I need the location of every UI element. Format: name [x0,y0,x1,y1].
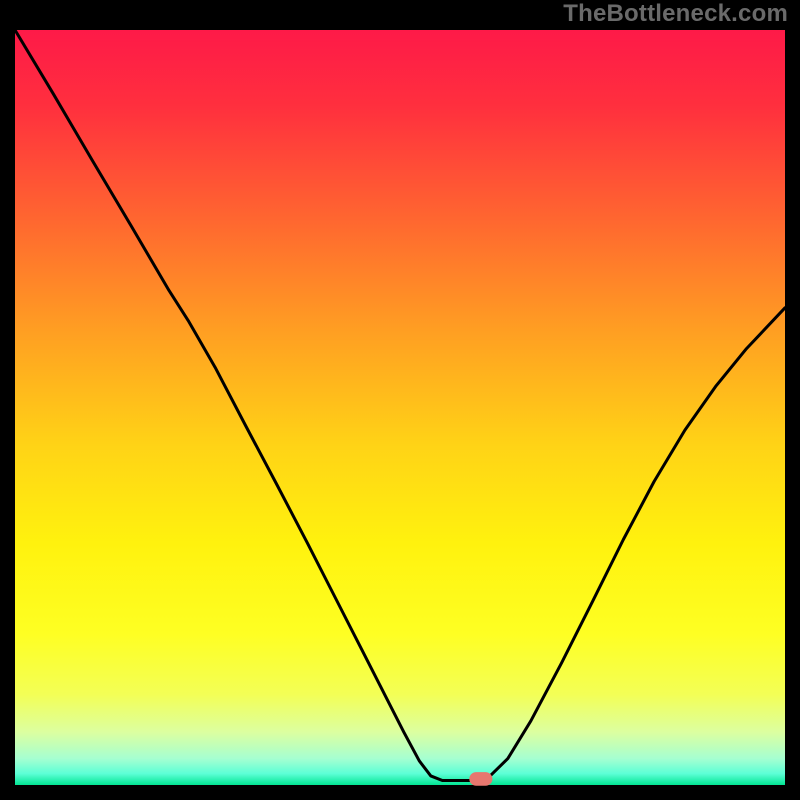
watermark-text: TheBottleneck.com [563,0,788,28]
optimal-point-marker [469,772,492,786]
plot-background [15,30,785,785]
chart-frame: TheBottleneck.com [0,0,800,800]
chart-svg [0,0,800,800]
